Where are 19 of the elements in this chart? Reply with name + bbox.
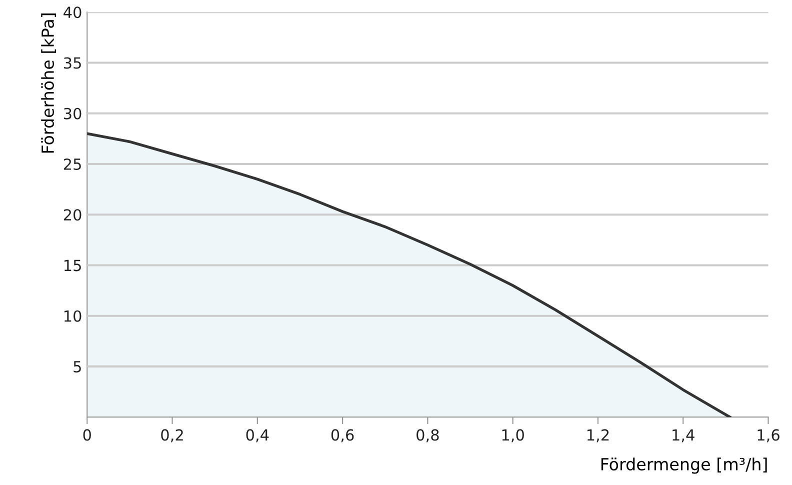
y-tick-label: 15 bbox=[64, 260, 81, 272]
y-tick-label: 25 bbox=[64, 158, 81, 170]
x-tick-label: 0,4 bbox=[246, 429, 269, 442]
y-tick-label: 20 bbox=[64, 209, 82, 221]
x-tick-label: 1,2 bbox=[587, 429, 609, 442]
y-tick-label: 5 bbox=[74, 361, 81, 372]
x-tick-label: 1,0 bbox=[502, 429, 524, 442]
x-tick-label: 1,4 bbox=[672, 429, 694, 442]
y-tick-label: 30 bbox=[64, 108, 82, 120]
x-tick-label: 0,8 bbox=[416, 429, 439, 442]
y-tick-label: 35 bbox=[64, 57, 81, 69]
x-axis-title: Fördermenge [m³/h] bbox=[601, 458, 767, 474]
x-tick-label: 0,2 bbox=[161, 429, 183, 442]
x-tick-label: 1,6 bbox=[758, 429, 780, 442]
y-tick-label: 40 bbox=[64, 6, 82, 18]
y-axis-title: Förderhöhe [kPa] bbox=[41, 14, 56, 153]
y-tick-label: 10 bbox=[64, 310, 82, 322]
x-tick-label: 0,6 bbox=[331, 429, 354, 442]
x-tick-label: 0 bbox=[83, 429, 91, 441]
